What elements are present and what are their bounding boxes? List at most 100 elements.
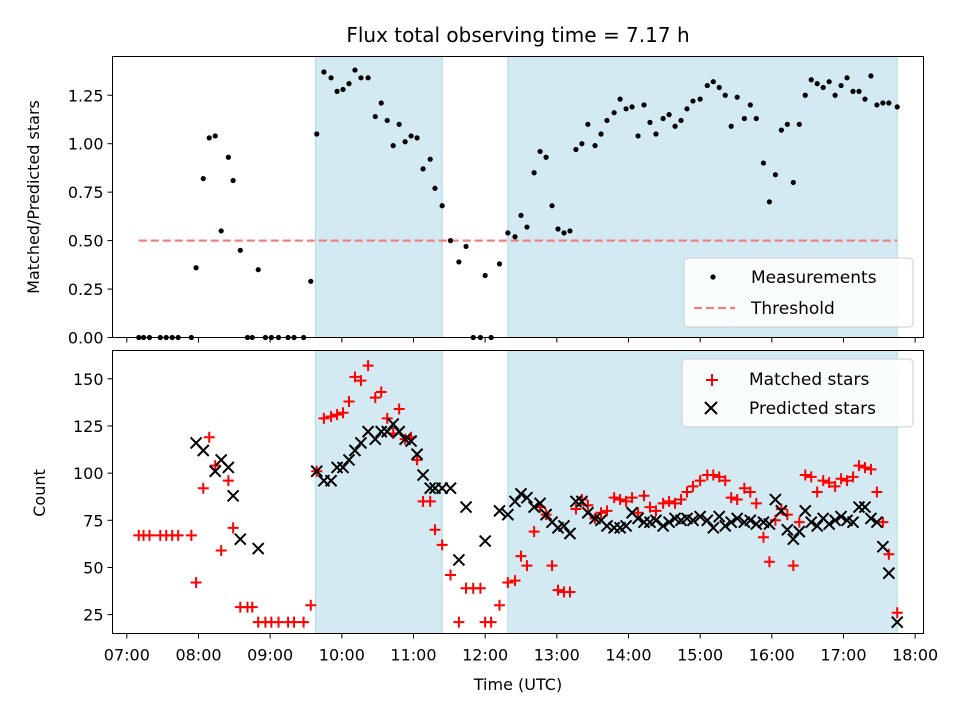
legend-matched-marker — [706, 374, 718, 386]
matched-star-point — [657, 497, 669, 509]
measurement-point — [802, 92, 808, 98]
matched-star-point — [362, 360, 374, 372]
bottom-plot-frame — [112, 350, 924, 634]
predicted-star-point — [381, 425, 394, 438]
y-tick-label: 0.25 — [68, 280, 104, 299]
matched-star-point — [474, 582, 486, 594]
measurement-point — [432, 185, 438, 191]
predicted-star-point — [763, 517, 776, 531]
top-panel: 0.00 0.25 0.50 0.75 1.00 1.25 Matched/Predict… — [24, 56, 924, 348]
measurement-point — [592, 143, 598, 149]
predicted-star-point — [508, 495, 522, 508]
matched-star-point — [305, 599, 317, 611]
measurement-point — [439, 203, 445, 209]
measurement-point — [352, 67, 358, 73]
predicted-star-point — [707, 521, 720, 535]
measurement-point — [868, 73, 874, 79]
matched-star-point — [331, 409, 343, 421]
measurement-point — [747, 102, 753, 108]
matched-star-point — [775, 503, 787, 515]
matched-star-point — [799, 469, 811, 481]
measurement-point — [378, 100, 384, 106]
matched-star-point — [273, 616, 285, 628]
legend-measurements-marker — [710, 274, 716, 280]
predicted-star-point — [404, 434, 418, 448]
matched-star-point — [552, 584, 564, 596]
matched-star-point — [601, 505, 613, 517]
measurement-point — [716, 84, 722, 91]
matched-star-point — [369, 392, 381, 404]
measurement-point — [728, 123, 734, 129]
predicted-star-point — [846, 515, 860, 529]
measurement-point — [328, 75, 334, 81]
measurement-point — [225, 154, 231, 160]
measurement-points — [136, 67, 900, 341]
predicted-star-point — [730, 512, 744, 525]
measurement-point — [796, 121, 802, 127]
predicted-star-point — [834, 510, 848, 523]
predicted-star-point — [226, 489, 240, 502]
matched-star-point — [343, 395, 355, 407]
predicted-star-point — [600, 519, 614, 533]
measurement-point — [710, 79, 716, 85]
matched-star-point — [172, 529, 184, 541]
predicted-star-point — [324, 474, 338, 487]
predicted-star-point — [527, 500, 541, 514]
matched-star-point — [298, 616, 310, 628]
matched-star-point — [847, 471, 859, 483]
measurement-point — [408, 133, 414, 139]
y-tick-label: 125 — [73, 417, 104, 436]
predicted-star-point — [649, 514, 663, 527]
matched-star-point — [675, 494, 687, 506]
y-tick-label: 75 — [83, 511, 103, 530]
predicted-star-point — [252, 542, 265, 555]
measurement-point — [505, 230, 511, 236]
matched-star-point — [215, 544, 227, 556]
matched-star-point — [883, 548, 895, 560]
measurement-point — [617, 96, 623, 102]
matched-star-point — [608, 492, 620, 504]
predicted-star-point — [662, 515, 676, 529]
matched-star-point — [829, 480, 841, 492]
matched-star-point — [381, 412, 393, 424]
measurement-point — [641, 102, 647, 108]
matched-star-point — [744, 486, 756, 498]
matched-star-point — [411, 454, 423, 466]
x-tick-label: 13:00 — [534, 646, 580, 665]
matched-star-point — [793, 516, 805, 528]
measurement-point — [856, 88, 862, 94]
measurement-point — [604, 117, 610, 124]
matched-star-point — [694, 475, 706, 487]
measurement-point — [524, 224, 530, 230]
measurement-point — [734, 94, 740, 100]
y-tick-label: 0.00 — [68, 329, 104, 348]
measurement-point — [826, 79, 832, 85]
matched-star-point — [203, 431, 215, 443]
predicted-star-point — [452, 553, 466, 567]
predicted-star-point — [781, 523, 794, 536]
measurement-point — [447, 238, 454, 244]
predicted-star-point — [444, 482, 457, 495]
measurement-point — [549, 203, 555, 209]
matched-star-point — [817, 475, 829, 487]
matched-star-point — [650, 505, 662, 517]
measurement-point — [678, 117, 684, 124]
measurement-point — [414, 135, 420, 141]
matched-star-point — [570, 503, 582, 515]
matched-star-point — [325, 411, 337, 423]
measurement-point — [340, 86, 346, 93]
predicted-star-point — [533, 497, 547, 510]
matched-star-point — [222, 475, 234, 487]
matched-star-point — [865, 463, 877, 475]
top-legend-box — [683, 257, 914, 328]
matched-star-point — [707, 469, 719, 481]
y-tick-label: 50 — [83, 558, 103, 577]
predicted-star-point — [336, 461, 350, 474]
bottom-legend: Matched stars Predicted stars — [681, 358, 914, 428]
matched-star-point — [424, 495, 436, 507]
measurement-point — [598, 131, 604, 137]
measurement-point — [760, 160, 767, 166]
measurement-point — [635, 133, 641, 139]
predicted-star-point — [410, 448, 424, 461]
matched-star-point — [731, 494, 743, 506]
